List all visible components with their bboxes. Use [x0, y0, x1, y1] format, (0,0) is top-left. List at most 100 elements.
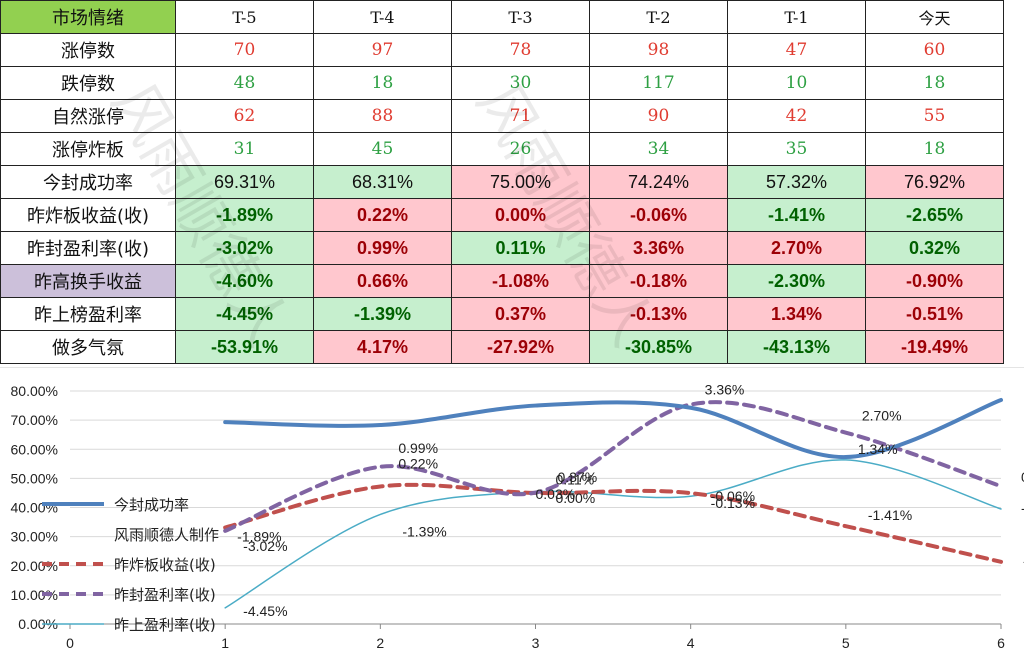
table-cell[interactable]: -4.45%: [175, 297, 314, 331]
table-cell[interactable]: 57.32%: [727, 165, 866, 199]
data-label: 0.00%: [556, 490, 596, 506]
table-cell[interactable]: -43.13%: [727, 330, 866, 364]
x-tick-label: 2: [376, 635, 384, 651]
table-cell[interactable]: 70: [175, 33, 314, 67]
column-header-1[interactable]: T-4: [313, 0, 452, 34]
table-cell[interactable]: 88: [313, 99, 452, 133]
table-cell[interactable]: 35: [727, 132, 866, 166]
table-cell[interactable]: -19.49%: [865, 330, 1004, 364]
row-label[interactable]: 做多气氛: [0, 330, 176, 364]
row-label[interactable]: 昨高换手收益: [0, 264, 176, 298]
row-label[interactable]: 跌停数: [0, 66, 176, 100]
table-cell[interactable]: -1.08%: [451, 264, 590, 298]
table-cell[interactable]: 0.32%: [865, 231, 1004, 265]
table-cell[interactable]: 4.17%: [313, 330, 452, 364]
data-label: -3.02%: [243, 538, 287, 554]
data-label: -0.06%: [711, 488, 755, 504]
table-cell[interactable]: -3.02%: [175, 231, 314, 265]
table-cell[interactable]: 0.22%: [313, 198, 452, 232]
y-tick-label: 70.00%: [11, 412, 58, 428]
table-cell[interactable]: 0.99%: [313, 231, 452, 265]
row-label[interactable]: 涨停数: [0, 33, 176, 67]
table-cell[interactable]: -2.30%: [727, 264, 866, 298]
table-cell[interactable]: -2.65%: [865, 198, 1004, 232]
table-cell[interactable]: -0.13%: [589, 297, 728, 331]
x-tick-label: 6: [997, 635, 1005, 651]
table-cell[interactable]: -0.18%: [589, 264, 728, 298]
table-cell[interactable]: 71: [451, 99, 590, 133]
table-cell[interactable]: 62: [175, 99, 314, 133]
table-cell[interactable]: 0.37%: [451, 297, 590, 331]
column-header-3[interactable]: T-2: [589, 0, 728, 34]
table-row: 昨封盈利率(收) -3.02% 0.99% 0.11% 3.36% 2.70% 0.32%: [0, 231, 1004, 265]
table-cell[interactable]: 60: [865, 33, 1004, 67]
table-cell[interactable]: 45: [313, 132, 452, 166]
table-cell[interactable]: 0.66%: [313, 264, 452, 298]
table-cell[interactable]: 0.00%: [451, 198, 590, 232]
table-row: 昨上榜盈利率 -4.45% -1.39% 0.37% -0.13% 1.34% -0.51%: [0, 297, 1004, 331]
data-label: -1.41%: [868, 507, 912, 523]
table-cell[interactable]: 55: [865, 99, 1004, 133]
series-line: [224, 459, 1002, 609]
row-label[interactable]: 自然涨停: [0, 99, 176, 133]
table-cell[interactable]: 75.00%: [451, 165, 590, 199]
table-cell[interactable]: 98: [589, 33, 728, 67]
table-cell[interactable]: -1.41%: [727, 198, 866, 232]
table-cell[interactable]: -0.90%: [865, 264, 1004, 298]
series-line: [223, 397, 1003, 460]
table-cell[interactable]: 10: [727, 66, 866, 100]
table-cell[interactable]: 90: [589, 99, 728, 133]
table-cell[interactable]: 34: [589, 132, 728, 166]
table-cell[interactable]: 47: [727, 33, 866, 67]
table-cell[interactable]: 74.24%: [589, 165, 728, 199]
table-cell[interactable]: 117: [589, 66, 728, 100]
y-tick-label: 30.00%: [11, 529, 58, 545]
table-header-row: 市场情绪 T-5 T-4 T-3 T-2 T-1 今天: [0, 0, 1004, 34]
row-label[interactable]: 昨封盈利率(收): [0, 231, 176, 265]
table-cell[interactable]: 48: [175, 66, 314, 100]
table-cell[interactable]: 42: [727, 99, 866, 133]
table-row: 昨高换手收益 -4.60% 0.66% -1.08% -0.18% -2.30% -0.90…: [0, 264, 1004, 298]
table-cell[interactable]: 1.34%: [727, 297, 866, 331]
row-label[interactable]: 昨炸板收益(收): [0, 198, 176, 232]
table-cell[interactable]: 18: [865, 132, 1004, 166]
table-cell[interactable]: 26: [451, 132, 590, 166]
table-cell[interactable]: 31: [175, 132, 314, 166]
table-cell[interactable]: 68.31%: [313, 165, 452, 199]
data-label: 0.99%: [398, 440, 438, 456]
table-row: 自然涨停 62 88 71 90 42 55: [0, 99, 1004, 133]
y-tick-label: 40.00%: [11, 500, 58, 516]
table-cell[interactable]: 76.92%: [865, 165, 1004, 199]
table-cell[interactable]: -27.92%: [451, 330, 590, 364]
legend-entry: 今封成功率: [114, 496, 189, 514]
column-header-2[interactable]: T-3: [451, 0, 590, 34]
table-cell[interactable]: 2.70%: [727, 231, 866, 265]
table-cell[interactable]: 78: [451, 33, 590, 67]
table-cell[interactable]: 18: [313, 66, 452, 100]
x-tick-label: 3: [532, 635, 540, 651]
table-cell[interactable]: 97: [313, 33, 452, 67]
column-header-5[interactable]: 今天: [865, 0, 1004, 34]
row-label[interactable]: 涨停炸板: [0, 132, 176, 166]
table-cell[interactable]: -30.85%: [589, 330, 728, 364]
table-cell[interactable]: -0.51%: [865, 297, 1004, 331]
column-header-0[interactable]: T-5: [175, 0, 314, 34]
table-cell[interactable]: -1.89%: [175, 198, 314, 232]
table-cell[interactable]: 3.36%: [589, 231, 728, 265]
table-cell[interactable]: -53.91%: [175, 330, 314, 364]
y-tick-label: 60.00%: [11, 441, 58, 457]
table-cell[interactable]: 18: [865, 66, 1004, 100]
table-row: 跌停数 48 18 30 117 10 18: [0, 66, 1004, 100]
table-cell[interactable]: -1.39%: [313, 297, 452, 331]
x-tick-label: 0: [66, 635, 74, 651]
row-label[interactable]: 昨上榜盈利率: [0, 297, 176, 331]
row-label[interactable]: 今封成功率: [0, 165, 176, 199]
table-cell[interactable]: 69.31%: [175, 165, 314, 199]
table-cell[interactable]: -0.06%: [589, 198, 728, 232]
corner-label[interactable]: 市场情绪: [0, 0, 176, 34]
table-cell[interactable]: 30: [451, 66, 590, 100]
column-header-4[interactable]: T-1: [727, 0, 866, 34]
series-line: [223, 400, 1003, 533]
table-cell[interactable]: 0.11%: [451, 231, 590, 265]
table-cell[interactable]: -4.60%: [175, 264, 314, 298]
